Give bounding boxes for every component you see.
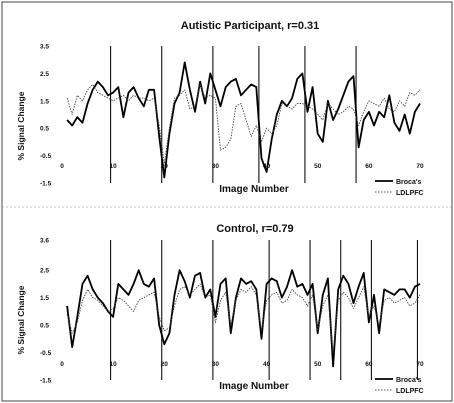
y-tick-label: -1.5 — [40, 378, 52, 385]
y-tick-label: 2.5 — [40, 268, 49, 275]
y-tick-label: -1.5 — [40, 181, 52, 188]
y-axis-label: % Signal Change — [16, 285, 26, 354]
x-axis-label: Image Number — [219, 184, 289, 195]
x-tick-label: 60 — [365, 163, 373, 170]
plot-area: 3.52.51.50.5-0.5-1.50 10 20 30 40 50 60 70 — [40, 44, 424, 188]
x-tick-label: 30 — [212, 361, 220, 368]
y-tick-label: -0.5 — [40, 153, 52, 160]
legend-label-brocas: Broca's — [396, 377, 422, 384]
series-line-brocas — [66, 61, 421, 179]
x-tick-label: 10 — [110, 163, 118, 170]
legend-label-ldlpfc: LDLPFC — [396, 190, 424, 197]
series-line-ldlpfc — [66, 83, 421, 165]
y-tick-label: 0.5 — [40, 323, 49, 330]
y-tick-label: 3.6 — [40, 238, 49, 245]
panel-autistic: Autistic Participant, r=0.31 % Signal Ch… — [16, 20, 424, 197]
legend: Broca's LDLPFC — [375, 179, 424, 197]
x-tick-label: 50 — [314, 163, 322, 170]
x-tick-label: 70 — [416, 361, 424, 368]
legend-label-ldlpfc: LDLPFC — [396, 388, 424, 395]
x-tick-label: 60 — [365, 361, 373, 368]
y-tick-label: 0.5 — [40, 126, 49, 133]
x-tick-label: 40 — [263, 361, 271, 368]
legend-label-brocas: Broca's — [396, 179, 422, 186]
x-tick-label: 0 — [60, 163, 64, 170]
x-tick-label: 10 — [110, 361, 118, 368]
chart-title: Autistic Participant, r=0.31 — [181, 20, 319, 32]
x-axis-label: Image Number — [219, 381, 289, 392]
x-tick-label: 20 — [161, 163, 169, 170]
x-tick-label: 70 — [416, 163, 424, 170]
y-tick-label: 1.5 — [40, 295, 49, 302]
series-line-brocas — [66, 269, 421, 368]
chart-title: Control, r=0.79 — [216, 223, 293, 235]
y-axis-label: % Signal Change — [16, 91, 26, 160]
x-tick-label: 0 — [60, 361, 64, 368]
y-tick-label: 1.5 — [40, 98, 49, 105]
y-tick-label: -0.5 — [40, 350, 52, 357]
y-tick-label: 3.5 — [40, 44, 49, 51]
series-line-ldlpfc — [66, 283, 421, 353]
x-tick-label: 50 — [314, 361, 322, 368]
y-tick-label: 2.5 — [40, 71, 49, 78]
legend: Broca's LDLPFC — [375, 377, 424, 395]
x-tick-label: 30 — [212, 163, 220, 170]
plot-area: 3.6 2.5 1.5 0.5 -0.5 -1.5 0 10 20 30 40 50 60 70 — [40, 238, 424, 385]
panel-control: Control, r=0.79 % Signal Change Image Nu… — [16, 223, 424, 395]
x-tick-label: 20 — [161, 361, 169, 368]
